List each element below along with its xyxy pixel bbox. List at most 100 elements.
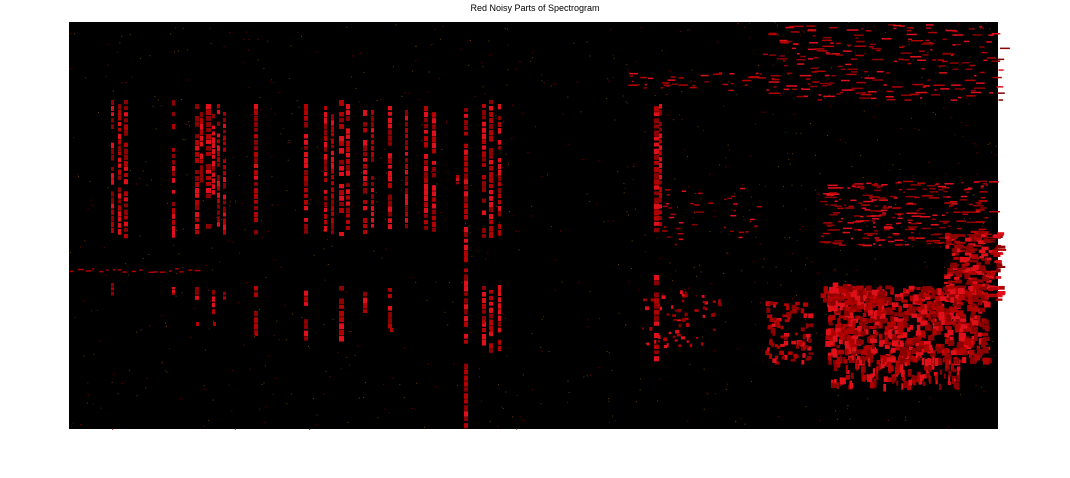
noise-speck [989, 241, 991, 243]
noise-dash [997, 58, 1005, 61]
noise-block [932, 356, 935, 364]
noise-block [718, 302, 722, 307]
noise-speck [519, 61, 521, 62]
noise-speck [301, 317, 303, 319]
noise-block [969, 259, 979, 263]
noise-block [879, 285, 883, 289]
noise-block [991, 270, 1000, 273]
noise-stripe [489, 196, 493, 201]
noise-speck [258, 309, 260, 311]
noise-block [845, 364, 848, 373]
noise-dash [668, 207, 673, 209]
noise-block [832, 332, 837, 336]
noise-speck [793, 113, 795, 115]
noise-dash [822, 45, 835, 48]
noise-block [917, 371, 921, 377]
noise-dash [827, 184, 838, 187]
noise-speck [796, 240, 798, 242]
noise-block [852, 346, 857, 352]
noise-dash [722, 83, 729, 86]
noise-speck [728, 234, 730, 236]
noise-speck [727, 253, 729, 255]
noise-block [832, 354, 838, 358]
noise-speck [706, 392, 708, 394]
noise-speck [412, 277, 414, 279]
noise-dash [131, 270, 137, 273]
noise-speck [431, 171, 433, 173]
noise-stripe [363, 297, 367, 304]
noise-stripe [424, 202, 428, 208]
noise-stripe [424, 190, 428, 196]
noise-stripe [405, 194, 408, 200]
noise-dash [843, 204, 847, 207]
noise-speck [576, 81, 578, 83]
noise-dash [963, 189, 967, 191]
noise-speck [445, 120, 447, 122]
noise-block [995, 293, 1003, 298]
noise-stripe [172, 166, 175, 172]
noise-stripe [172, 214, 175, 219]
noise-block [909, 304, 913, 309]
noise-dash [824, 242, 831, 244]
noise-dash [768, 92, 781, 94]
noise-stripe [482, 145, 486, 150]
noise-dash [889, 195, 897, 198]
noise-speck [578, 282, 580, 284]
noise-block [853, 329, 859, 336]
noise-speck [694, 212, 695, 214]
noise-stripe [324, 160, 327, 166]
noise-speck [427, 123, 429, 125]
noise-speck [92, 270, 94, 272]
noise-dash [942, 53, 955, 55]
noise-speck [981, 226, 983, 228]
noise-stripe [304, 218, 308, 222]
noise-stripe [489, 136, 493, 142]
noise-dash [973, 181, 980, 183]
noise-speck [142, 258, 144, 259]
noise-stripe [489, 148, 493, 154]
noise-block [800, 308, 805, 314]
noise-block [925, 345, 931, 352]
noise-speck [628, 214, 629, 216]
noise-speck [873, 116, 875, 118]
noise-stripe [331, 120, 334, 126]
noise-speck [427, 91, 429, 93]
noise-speck [286, 190, 288, 192]
noise-speck [264, 365, 266, 367]
noise-speck [91, 310, 93, 312]
noise-speck [506, 84, 508, 86]
noise-stripe [371, 224, 374, 228]
noise-stripe [464, 423, 468, 429]
noise-speck [233, 156, 234, 158]
noise-block [899, 351, 906, 357]
noise-block [865, 353, 873, 357]
noise-stripe [304, 176, 308, 182]
noise-stripe [339, 208, 344, 213]
noise-stripe [172, 287, 175, 290]
noise-dash [964, 188, 971, 191]
noise-speck [914, 128, 916, 130]
noise-stripe [331, 162, 334, 169]
noise-stripe [118, 110, 121, 116]
noise-stripe [432, 191, 436, 197]
noise-block [855, 285, 863, 290]
noise-stripe [464, 268, 468, 273]
noise-dash [773, 86, 777, 88]
noise-dash [879, 214, 886, 216]
noise-speck [108, 44, 110, 45]
noise-speck [380, 157, 382, 159]
noise-stripe [223, 171, 226, 176]
noise-speck [175, 27, 177, 29]
noise-block [689, 343, 693, 348]
noise-dash [932, 214, 938, 216]
noise-stripe [482, 310, 486, 314]
noise-dash [917, 182, 926, 184]
noise-speck [136, 183, 137, 185]
noise-stripe [172, 226, 175, 232]
noise-dot [255, 332, 258, 336]
noise-stripe [346, 152, 350, 158]
noise-stripe [482, 127, 486, 133]
noise-speck [124, 263, 126, 265]
noise-block [977, 272, 984, 275]
noise-dash [871, 47, 881, 50]
